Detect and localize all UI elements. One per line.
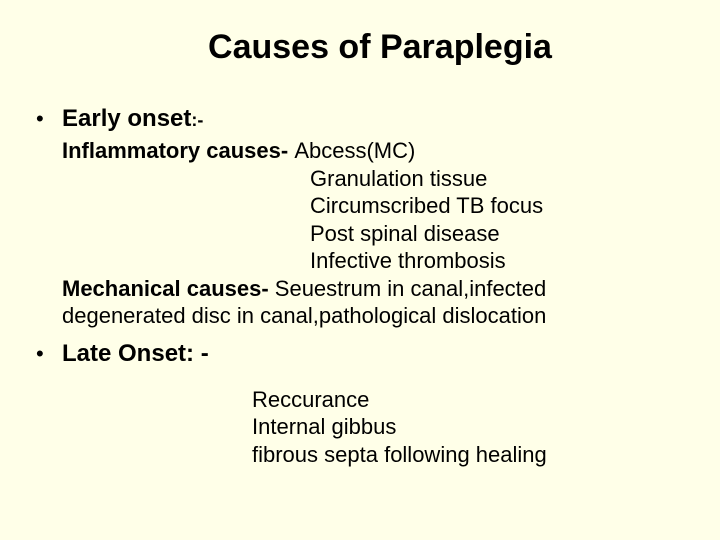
- inflammatory-line: Inflammatory causes- Abcess(MC): [62, 137, 680, 165]
- inflammatory-item: Post spinal disease: [310, 220, 680, 248]
- late-onset-row: • Late Onset: -: [40, 340, 680, 368]
- late-sub-block: Reccurance Internal gibbus fibrous septa…: [62, 386, 680, 469]
- spacer: [40, 372, 680, 386]
- early-onset-text: Early onset: [62, 105, 191, 132]
- early-onset-row: • Early onset:-: [40, 105, 680, 133]
- late-onset-heading: Late Onset: -: [62, 340, 209, 368]
- inflammatory-first: Abcess(MC): [294, 138, 415, 163]
- mechanical-line1: Mechanical causes- Seuestrum in canal,in…: [62, 275, 680, 303]
- spacer: [40, 330, 680, 340]
- early-onset-heading: Early onset:-: [62, 105, 203, 133]
- early-onset-colon: :-: [191, 110, 203, 130]
- inflammatory-item: Infective thrombosis: [310, 247, 680, 275]
- bullet-icon: •: [36, 106, 50, 132]
- mechanical-text-l1: Seuestrum in canal,infected: [275, 276, 547, 301]
- inflammatory-item: Granulation tissue: [310, 165, 680, 193]
- slide-title: Causes of Paraplegia: [80, 28, 680, 67]
- mechanical-label: Mechanical causes-: [62, 276, 275, 301]
- late-item: fibrous septa following healing: [252, 441, 680, 469]
- mechanical-line2: degenerated disc in canal,pathological d…: [62, 302, 680, 330]
- bullet-icon: •: [36, 341, 50, 367]
- slide-container: Causes of Paraplegia • Early onset:- Inf…: [0, 0, 720, 540]
- inflammatory-item: Circumscribed TB focus: [310, 192, 680, 220]
- late-item: Internal gibbus: [252, 413, 680, 441]
- late-list: Reccurance Internal gibbus fibrous septa…: [252, 386, 680, 469]
- early-sub-block: Inflammatory causes- Abcess(MC) Granulat…: [62, 137, 680, 330]
- inflammatory-label: Inflammatory causes-: [62, 138, 294, 163]
- late-item: Reccurance: [252, 386, 680, 414]
- inflammatory-list: Granulation tissue Circumscribed TB focu…: [310, 165, 680, 275]
